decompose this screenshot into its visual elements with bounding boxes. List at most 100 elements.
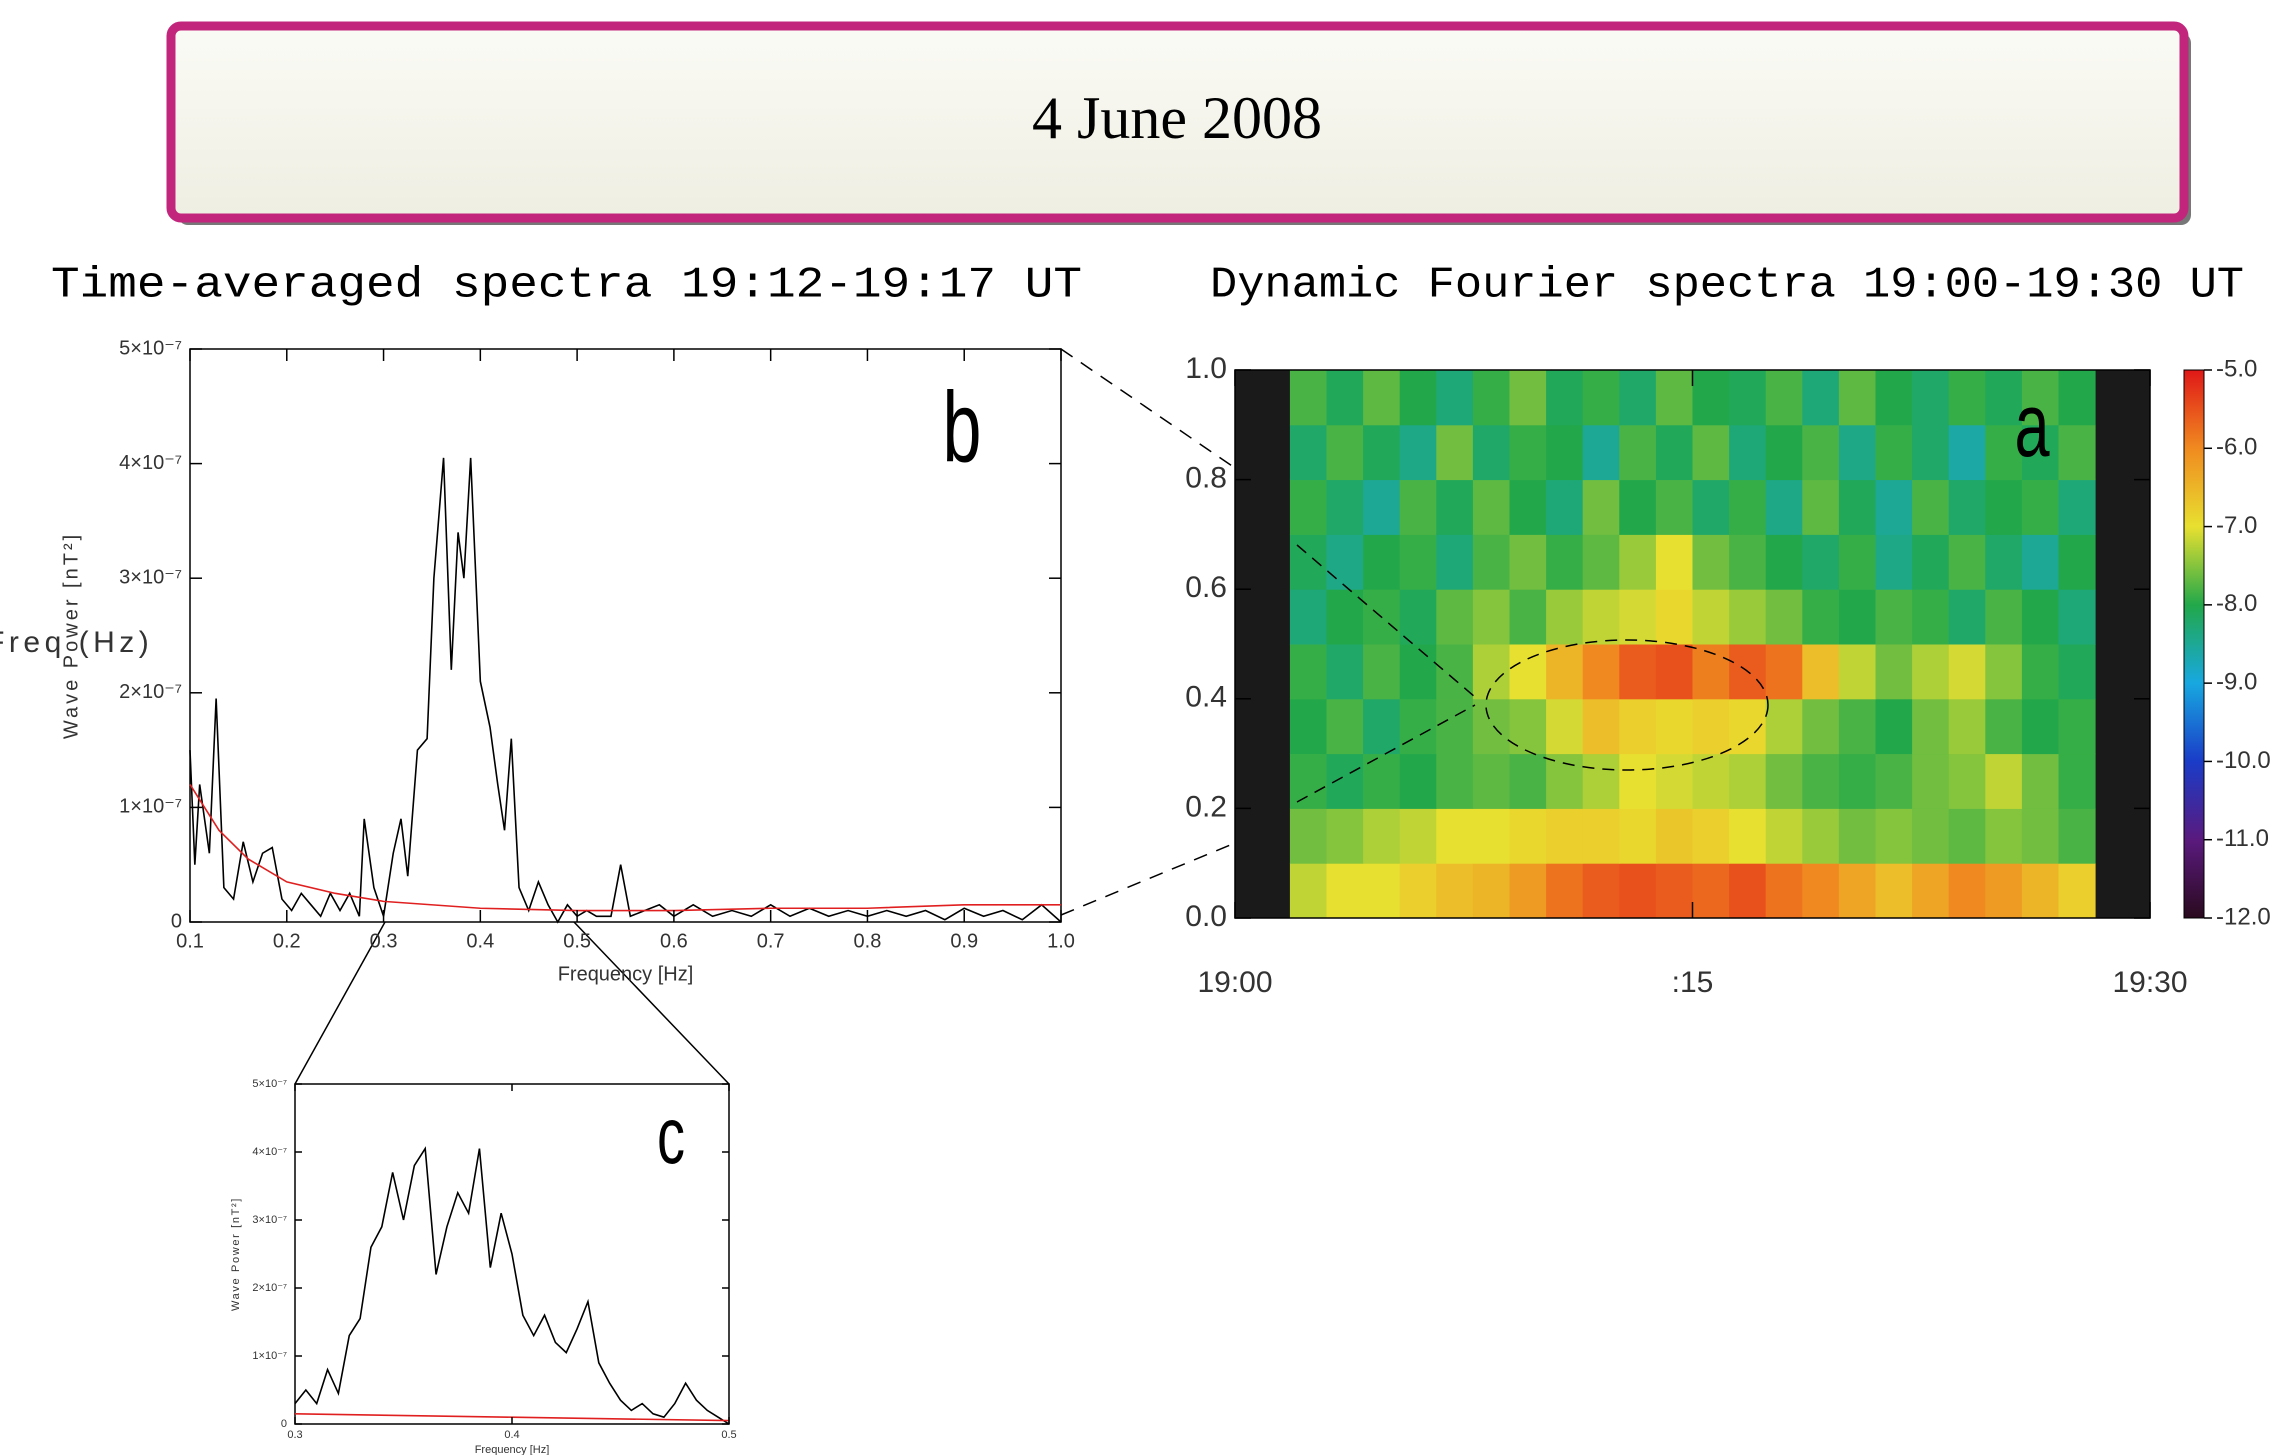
heatmap-cell — [2058, 534, 2096, 590]
x-tick-label: 1.0 — [1047, 930, 1075, 952]
heatmap-cell — [1838, 863, 1876, 919]
y-tick-label: 1×10⁻⁷ — [119, 796, 182, 818]
heatmap-cell — [1948, 589, 1986, 645]
heatmap-cell — [1619, 424, 1657, 481]
heatmap-cell — [1472, 479, 1510, 535]
y-tick-label: 2×10⁻⁷ — [252, 1282, 287, 1294]
heatmap-cell — [2021, 753, 2059, 809]
y-tick-label: 2×10⁻⁷ — [119, 681, 182, 703]
heatmap-cell — [1436, 424, 1474, 481]
y-tick-label: 0 — [281, 1418, 287, 1430]
heatmap-cell — [1289, 863, 1327, 919]
heatmap-cell — [1692, 698, 1730, 755]
heatmap-cell — [1289, 589, 1327, 645]
heatmap-cell — [1838, 424, 1876, 481]
heatmap-cell — [1546, 370, 1584, 426]
y-tick-label: 0.6 — [1185, 571, 1227, 604]
y-axis-label: Wave Power [nT²] — [60, 532, 82, 739]
heatmap-cell — [1582, 698, 1620, 755]
panel-label: a — [2014, 376, 2050, 476]
heatmap-cell — [1509, 644, 1547, 700]
heatmap-cell — [1912, 424, 1950, 481]
heatmap-cell — [1765, 479, 1803, 535]
heatmap-cell — [1289, 424, 1327, 481]
panel-label: b — [943, 372, 982, 483]
x-tick-label: 0.6 — [660, 930, 688, 952]
heatmap-cell — [1875, 589, 1913, 645]
heatmap-cell — [1838, 753, 1876, 809]
heatmap-cell — [1875, 698, 1913, 755]
heatmap-cell — [1399, 808, 1437, 864]
colorbar-tick-label: -5.0 — [2216, 355, 2257, 382]
heatmap-cell — [1912, 698, 1950, 755]
heatmap-cell — [1985, 589, 2023, 645]
heatmap-cell — [1436, 370, 1474, 426]
heatmap-cell — [1729, 753, 1767, 809]
y-tick-label: 0 — [171, 910, 182, 932]
heatmap-cell — [1985, 644, 2023, 700]
heatmap-cell — [1875, 370, 1913, 426]
x-tick-label: 0.2 — [273, 930, 301, 952]
connector — [573, 921, 730, 1085]
heatmap-cell — [2021, 370, 2059, 426]
heatmap-cell — [1399, 644, 1437, 700]
heatmap-cell — [1399, 698, 1437, 755]
heatmap-cell — [1655, 698, 1693, 755]
heatmap-cell — [1802, 808, 1840, 864]
x-tick-label: 0.3 — [287, 1429, 302, 1441]
heatmap-cell — [1546, 589, 1584, 645]
heatmap-cell — [1912, 370, 1950, 426]
heatmap-cell — [1289, 698, 1327, 755]
colorbar-tick-label: -8.0 — [2216, 590, 2257, 617]
heatmap-cell — [1399, 589, 1437, 645]
heatmap-cell — [1802, 753, 1840, 809]
heatmap-cell — [1985, 370, 2023, 426]
x-axis-label: Frequency [Hz] — [558, 963, 694, 985]
heatmap-cell — [1765, 534, 1803, 590]
y-tick-label: 0.0 — [1185, 900, 1227, 933]
heatmap-cell — [1912, 644, 1950, 700]
heatmap-cell — [1802, 534, 1840, 590]
heatmap-cell — [1326, 589, 1364, 645]
x-tick-label: 0.5 — [563, 930, 591, 952]
heatmap-cell — [1326, 479, 1364, 535]
heatmap-cell — [1655, 589, 1693, 645]
heatmap-cell — [1655, 370, 1693, 426]
heatmap-cell — [1655, 753, 1693, 809]
heatmap-cell — [1326, 808, 1364, 864]
heatmap-cell — [1765, 370, 1803, 426]
heatmap-cell — [1802, 863, 1840, 919]
heatmap-cell — [1289, 753, 1327, 809]
heatmap-cell — [1509, 753, 1547, 809]
heatmap-cell — [1472, 753, 1510, 809]
heatmap-cell — [1875, 644, 1913, 700]
y-axis-label: Wave Power [nT²] — [230, 1197, 242, 1311]
heatmap-cell — [1546, 753, 1584, 809]
heatmap-cell — [2058, 808, 2096, 864]
series-line — [189, 784, 1061, 912]
y-tick-label: 0.4 — [1185, 681, 1227, 714]
heatmap-cell — [2058, 479, 2096, 535]
heatmap-cell — [2058, 753, 2096, 809]
heatmap-cell — [1838, 644, 1876, 700]
heatmap-cell — [1765, 863, 1803, 919]
heatmap-cell — [1912, 479, 1950, 535]
heatmap-cell — [1582, 753, 1620, 809]
heatmap-cell — [1838, 589, 1876, 645]
colorbar — [2183, 369, 2205, 919]
x-axis-label: Frequency [Hz] — [475, 1444, 550, 1455]
annotations — [1296, 544, 1769, 803]
heatmap-cell — [1436, 753, 1474, 809]
heatmap-cell — [1509, 424, 1547, 481]
y-tick-label: 4×10⁻⁷ — [252, 1146, 287, 1158]
heatmap-cell — [1582, 863, 1620, 919]
heatmap-cell — [2021, 863, 2059, 919]
chart-title: Dynamic Fourier spectra 19:00-19:30 UT — [1210, 261, 2244, 311]
heatmap-cell — [1985, 479, 2023, 535]
heatmap-cell — [1436, 863, 1474, 919]
heatmap-cell — [1472, 644, 1510, 700]
heatmap-cell — [1326, 863, 1364, 919]
heatmap-cell — [1838, 370, 1876, 426]
heatmap-cell — [1948, 863, 1986, 919]
heatmap-cell — [1838, 698, 1876, 755]
